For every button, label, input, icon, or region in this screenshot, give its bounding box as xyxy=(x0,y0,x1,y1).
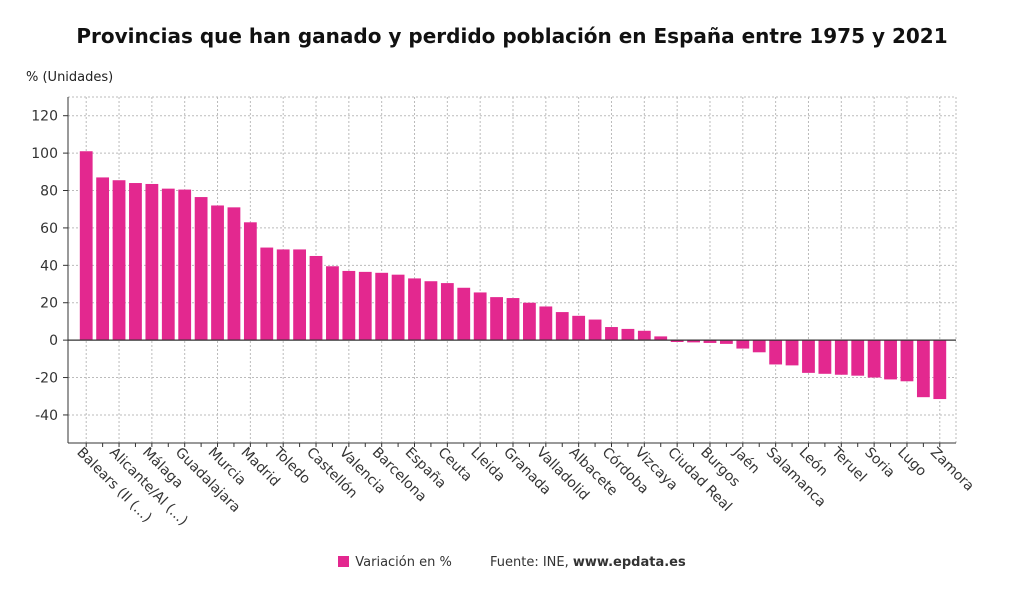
bar xyxy=(605,327,618,341)
y-tick-label: 20 xyxy=(40,296,58,312)
bar xyxy=(178,189,192,341)
bar xyxy=(112,180,126,341)
bar xyxy=(621,328,635,341)
bar xyxy=(490,297,503,341)
bar xyxy=(79,151,93,341)
bar xyxy=(572,315,586,341)
y-tick-label: -20 xyxy=(35,371,58,387)
bar xyxy=(326,266,339,341)
y-tick-label: -40 xyxy=(35,408,58,424)
bar xyxy=(736,340,750,349)
bar xyxy=(293,249,307,341)
bar xyxy=(555,312,569,341)
bar xyxy=(916,340,930,398)
bar xyxy=(785,340,799,366)
bar xyxy=(211,205,224,341)
legend: Variación en % Fuente: INE, www.epdata.e… xyxy=(0,555,1024,570)
bar xyxy=(933,340,947,400)
bar xyxy=(523,302,536,341)
bar xyxy=(752,340,766,353)
x-tick-labels: Balears (Il (...)Alicante/Al (...)Málaga… xyxy=(73,444,977,529)
bar xyxy=(818,340,832,374)
bar xyxy=(719,340,733,344)
source-site: www.epdata.es xyxy=(572,555,686,570)
y-tick-label: 100 xyxy=(31,146,58,162)
bar xyxy=(539,306,553,341)
y-tick-label: 120 xyxy=(31,109,58,125)
x-tick-label: Lugo xyxy=(894,445,929,480)
bar xyxy=(129,183,142,341)
x-tick-label: Teruel xyxy=(828,444,870,486)
bar xyxy=(309,255,323,341)
bar xyxy=(342,270,356,341)
bar xyxy=(637,330,651,341)
bar xyxy=(145,183,159,341)
legend-label: Variación en % xyxy=(355,555,452,570)
x-tick-label: Lleida xyxy=(467,445,508,486)
bar xyxy=(900,340,914,382)
source-prefix: Fuente: INE, xyxy=(490,555,573,570)
bar xyxy=(473,292,487,341)
bar xyxy=(243,222,257,341)
bar xyxy=(834,340,848,375)
legend-swatch xyxy=(338,556,350,567)
bar xyxy=(375,272,389,341)
bar xyxy=(867,340,881,378)
bar xyxy=(96,177,110,341)
axes xyxy=(63,97,956,447)
bar xyxy=(687,340,700,343)
y-tick-labels: -40 -20 0 20 40 60 80 100 120 xyxy=(31,109,58,424)
bar xyxy=(506,298,520,341)
bar xyxy=(769,340,783,365)
x-tick-label: Zamora xyxy=(927,445,977,495)
bar xyxy=(391,274,405,341)
bar xyxy=(424,281,438,341)
bar xyxy=(654,336,668,341)
y-tick-label: 40 xyxy=(40,258,58,274)
source-note: Fuente: INE, www.epdata.es xyxy=(490,555,686,570)
bar xyxy=(408,278,421,341)
legend-item: Variación en % xyxy=(338,555,456,570)
bar xyxy=(276,249,290,341)
y-tick-label: 80 xyxy=(40,184,58,200)
chart-title: Provincias que han ganado y perdido pobl… xyxy=(76,24,948,48)
grid-lines xyxy=(68,96,957,443)
bar xyxy=(227,207,241,341)
bar xyxy=(358,271,372,341)
bar-chart: -40 -20 0 20 40 60 80 100 120 Balears (Il (...)A… xyxy=(31,96,977,529)
bar xyxy=(670,340,684,343)
y-tick-label: 0 xyxy=(49,333,58,349)
bar xyxy=(457,287,471,341)
bars xyxy=(79,151,947,400)
bar xyxy=(851,340,865,376)
bar xyxy=(440,283,454,341)
bar xyxy=(260,247,274,341)
bar xyxy=(703,340,717,343)
bar xyxy=(588,319,602,341)
bar xyxy=(161,188,175,341)
bar xyxy=(884,340,897,380)
bar xyxy=(802,340,815,373)
bar xyxy=(194,197,208,341)
y-tick-label: 60 xyxy=(40,221,58,237)
y-axis-label: % (Unidades) xyxy=(26,70,114,85)
